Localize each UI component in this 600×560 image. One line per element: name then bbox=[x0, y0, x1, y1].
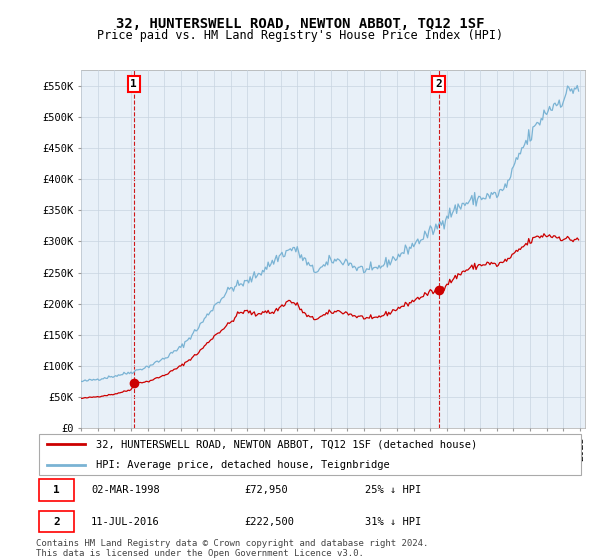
Text: £222,500: £222,500 bbox=[245, 516, 295, 526]
FancyBboxPatch shape bbox=[39, 479, 74, 501]
Text: Contains HM Land Registry data © Crown copyright and database right 2024.
This d: Contains HM Land Registry data © Crown c… bbox=[36, 539, 428, 558]
Text: 11-JUL-2016: 11-JUL-2016 bbox=[91, 516, 160, 526]
Text: 32, HUNTERSWELL ROAD, NEWTON ABBOT, TQ12 1SF (detached house): 32, HUNTERSWELL ROAD, NEWTON ABBOT, TQ12… bbox=[97, 440, 478, 450]
FancyBboxPatch shape bbox=[39, 434, 581, 475]
Text: Price paid vs. HM Land Registry's House Price Index (HPI): Price paid vs. HM Land Registry's House … bbox=[97, 29, 503, 42]
Text: £72,950: £72,950 bbox=[245, 486, 289, 496]
Text: 1: 1 bbox=[130, 79, 137, 89]
Text: 31% ↓ HPI: 31% ↓ HPI bbox=[365, 516, 422, 526]
Text: 1: 1 bbox=[53, 486, 60, 496]
Text: 2: 2 bbox=[53, 516, 60, 526]
Text: HPI: Average price, detached house, Teignbridge: HPI: Average price, detached house, Teig… bbox=[97, 460, 390, 470]
Text: 25% ↓ HPI: 25% ↓ HPI bbox=[365, 486, 422, 496]
FancyBboxPatch shape bbox=[39, 511, 74, 533]
Text: 2: 2 bbox=[435, 79, 442, 89]
Text: 02-MAR-1998: 02-MAR-1998 bbox=[91, 486, 160, 496]
Text: 32, HUNTERSWELL ROAD, NEWTON ABBOT, TQ12 1SF: 32, HUNTERSWELL ROAD, NEWTON ABBOT, TQ12… bbox=[116, 17, 484, 31]
